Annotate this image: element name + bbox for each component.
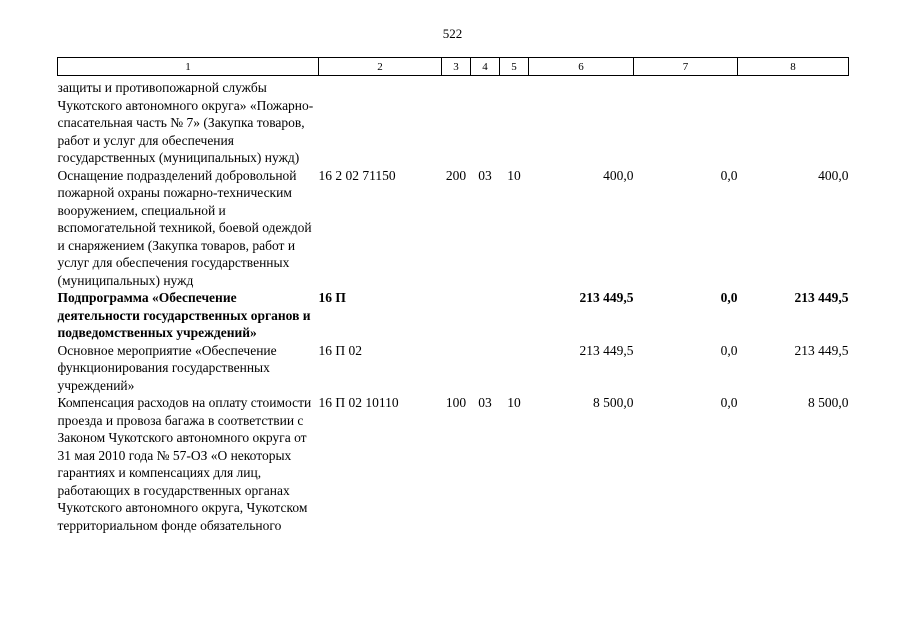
column-header-1: 1 bbox=[57, 57, 319, 76]
cell-rz bbox=[471, 342, 500, 395]
cell-rz: 03 bbox=[478, 167, 492, 183]
cell-code: 16 П 02 10110 bbox=[318, 395, 399, 410]
cell-code bbox=[319, 76, 442, 167]
cell-federal: 0,0 bbox=[720, 342, 738, 358]
cell-code: 16 П bbox=[318, 290, 346, 305]
column-header-7: 7 bbox=[633, 57, 738, 76]
cell-total: 8 500,0 bbox=[593, 395, 634, 410]
column-header-2: 2 bbox=[318, 57, 442, 76]
cell-name: защиты и противопожарной службы Чукотско… bbox=[57, 80, 314, 165]
column-header-8: 8 bbox=[737, 57, 849, 76]
cell-district: 213 449,5 bbox=[794, 290, 849, 305]
cell-district: 400,0 bbox=[818, 167, 849, 183]
cell-code: 16 2 02 71150 bbox=[318, 167, 396, 183]
column-header-4: 4 bbox=[470, 57, 500, 76]
table-row: Компенсация расходов на оплату стоимости… bbox=[58, 394, 849, 534]
cell-federal: 0,0 bbox=[720, 395, 738, 410]
cell-district: 8 500,0 bbox=[808, 395, 849, 410]
cell-name: Подпрограмма «Обеспечение деятельности г… bbox=[57, 290, 311, 340]
cell-rz bbox=[471, 76, 500, 167]
cell-vr bbox=[442, 76, 471, 167]
cell-rz: 03 bbox=[478, 395, 492, 410]
cell-district: 213 449,5 bbox=[794, 342, 849, 358]
cell-pr bbox=[500, 76, 529, 167]
cell-total: 213 449,5 bbox=[579, 342, 634, 358]
cell-vr: 100 bbox=[445, 395, 467, 410]
cell-name: Основное мероприятие «Обеспечение функци… bbox=[57, 342, 277, 393]
page-number: 522 bbox=[442, 26, 463, 41]
column-header-6: 6 bbox=[528, 57, 634, 76]
cell-code: 16 П 02 bbox=[318, 342, 363, 358]
cell-name: Компенсация расходов на оплату стоимости… bbox=[57, 395, 312, 533]
cell-federal: 0,0 bbox=[720, 167, 738, 183]
table-row: защиты и противопожарной службы Чукотско… bbox=[58, 76, 849, 167]
cell-total: 400,0 bbox=[603, 167, 634, 183]
cell-pr bbox=[500, 289, 529, 342]
cell-rz bbox=[471, 289, 500, 342]
cell-name: Оснащение подразделений добровольной пож… bbox=[57, 167, 312, 288]
cell-federal bbox=[634, 76, 738, 167]
cell-vr bbox=[442, 289, 471, 342]
cell-vr bbox=[442, 342, 471, 395]
table-row: Основное мероприятие «Обеспечение функци… bbox=[58, 342, 849, 395]
cell-vr: 200 bbox=[445, 167, 467, 183]
cell-pr bbox=[500, 342, 529, 395]
column-header-5: 5 bbox=[499, 57, 529, 76]
cell-district bbox=[738, 76, 849, 167]
table-row: Подпрограмма «Обеспечение деятельности г… bbox=[58, 289, 849, 342]
cell-pr: 10 bbox=[507, 395, 521, 410]
table-header-row: 1 2 3 4 5 6 7 8 bbox=[57, 57, 849, 76]
table-row: Оснащение подразделений добровольной пож… bbox=[58, 167, 849, 290]
cell-federal: 0,0 bbox=[720, 290, 738, 305]
cell-pr: 10 bbox=[507, 167, 521, 183]
cell-total: 213 449,5 bbox=[579, 290, 634, 305]
cell-total bbox=[529, 76, 634, 167]
budget-table: 1 2 3 4 5 6 7 8 защиты и противопожарной… bbox=[57, 57, 849, 534]
column-header-3: 3 bbox=[441, 57, 471, 76]
